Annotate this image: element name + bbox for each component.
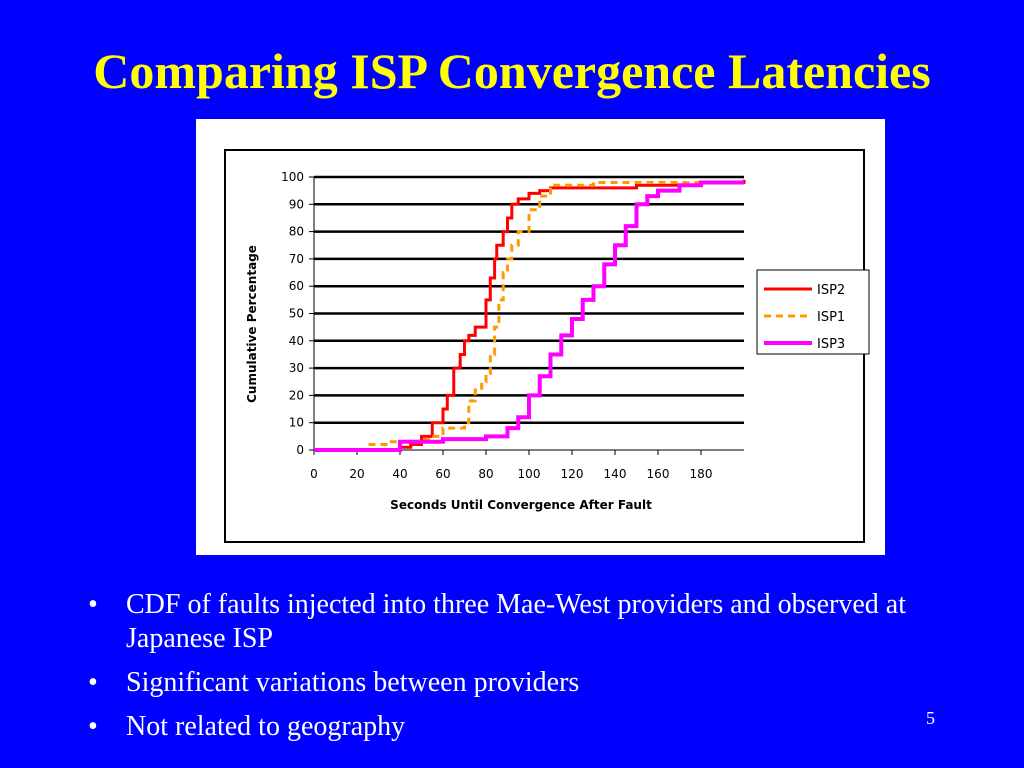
- y-tick-label: 20: [289, 388, 304, 402]
- y-tick-label: 40: [289, 334, 304, 348]
- series-line-isp3: [314, 180, 744, 452]
- series-line-isp2: [314, 179, 746, 452]
- tick-labels: 0 10 20 30 40 50 60 70 80 90 100 0 20 40 60 80 100 120 140…: [281, 170, 712, 481]
- bullet-text: Significant variations between providers: [126, 667, 580, 698]
- y-tick-label: 10: [289, 416, 304, 430]
- y-tick-label: 60: [289, 279, 304, 293]
- series-line-isp1: [314, 180, 744, 452]
- y-tick-label: 0: [296, 443, 304, 457]
- y-tick-label: 30: [289, 361, 304, 375]
- bullet-text: CDF of faults injected into three Mae-We…: [126, 589, 906, 654]
- bullet-text: Not related to geography: [126, 711, 406, 742]
- x-tick-label: 180: [690, 467, 713, 481]
- x-axis-label: Seconds Until Convergence After Fault: [390, 498, 652, 512]
- page-number: 5: [926, 708, 935, 728]
- legend-label-isp2: ISP2: [817, 283, 845, 298]
- bullet-list: • CDF of faults injected into three Mae-…: [88, 588, 948, 754]
- series-lines: [314, 179, 746, 452]
- x-tick-label: 60: [435, 467, 450, 481]
- slide-title: Comparing ISP Convergence Latencies: [93, 43, 931, 99]
- x-tick-label: 0: [310, 467, 318, 481]
- grid-lines: [314, 175, 744, 424]
- chart-figure: 0 10 20 30 40 50 60 70 80 90 100 0 20 40 60 80 100 120 140…: [196, 119, 885, 555]
- bullet-item: • Not related to geography: [88, 710, 948, 744]
- bullet-marker: •: [88, 667, 98, 698]
- legend-label-isp3: ISP3: [817, 337, 845, 352]
- bullet-item: • Significant variations between provide…: [88, 666, 948, 700]
- cdf-chart: 0 10 20 30 40 50 60 70 80 90 100 0 20 40 60 80 100 120 140…: [224, 149, 870, 543]
- legend: ISP2 ISP1 ISP3: [756, 269, 870, 355]
- y-tick-label: 90: [289, 197, 304, 211]
- y-tick-label: 70: [289, 252, 304, 266]
- legend-box: [756, 269, 870, 355]
- x-tick-label: 120: [561, 467, 584, 481]
- x-tick-label: 100: [518, 467, 541, 481]
- bullet-item: • CDF of faults injected into three Mae-…: [88, 588, 948, 656]
- y-axis-label: Cumulative Percentage: [245, 245, 259, 403]
- x-tick-label: 140: [604, 467, 627, 481]
- x-tick-label: 40: [392, 467, 407, 481]
- legend-label-isp1: ISP1: [817, 310, 845, 325]
- y-tick-label: 50: [289, 307, 304, 321]
- y-tick-label: 80: [289, 225, 304, 239]
- bullet-marker: •: [88, 711, 98, 742]
- bullet-marker: •: [88, 589, 98, 620]
- x-tick-label: 80: [478, 467, 493, 481]
- x-tick-label: 160: [647, 467, 670, 481]
- x-tick-label: 20: [349, 467, 364, 481]
- y-tick-label: 100: [281, 170, 304, 184]
